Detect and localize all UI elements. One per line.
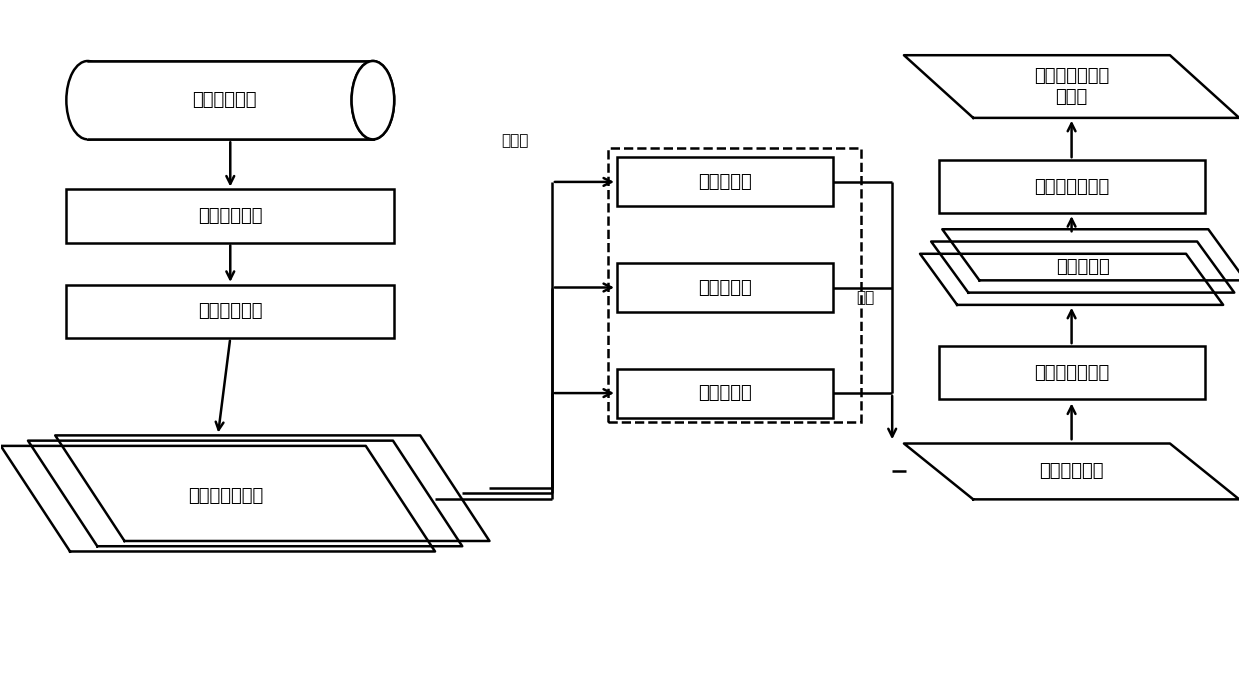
Polygon shape xyxy=(904,55,1239,118)
Text: 自适应统计聚类: 自适应统计聚类 xyxy=(1034,364,1110,382)
Text: 采样点聚类: 采样点聚类 xyxy=(1055,258,1110,276)
Text: 交叉口中心位置
和半径: 交叉口中心位置 和半径 xyxy=(1034,67,1110,106)
Bar xyxy=(87,62,373,139)
Bar xyxy=(88,61,373,140)
Text: 合并: 合并 xyxy=(856,290,874,305)
Polygon shape xyxy=(920,254,1223,305)
Polygon shape xyxy=(56,436,490,541)
Text: 轨迹数据化简: 轨迹数据化简 xyxy=(198,302,263,320)
Polygon shape xyxy=(931,241,1234,293)
Text: 最小外接圆拟合: 最小外接圆拟合 xyxy=(1034,178,1110,196)
Bar xyxy=(618,263,833,312)
Text: 转向采样点集: 转向采样点集 xyxy=(1039,462,1104,480)
Polygon shape xyxy=(29,440,463,547)
Ellipse shape xyxy=(352,61,394,140)
Bar xyxy=(618,157,833,207)
Text: 坐标投影变换: 坐标投影变换 xyxy=(198,207,263,225)
Text: 原始轨迹数据: 原始轨迹数据 xyxy=(192,91,257,109)
Bar xyxy=(608,148,862,423)
Text: 化简后轨迹数据: 化简后轨迹数据 xyxy=(188,487,264,505)
Ellipse shape xyxy=(352,61,394,140)
Polygon shape xyxy=(1,446,435,551)
Text: 并行化: 并行化 xyxy=(501,133,528,148)
Bar xyxy=(67,285,394,338)
Bar xyxy=(67,189,394,243)
Bar xyxy=(939,346,1204,399)
Text: 转向点检测: 转向点检测 xyxy=(698,173,751,191)
Bar xyxy=(939,160,1204,213)
Polygon shape xyxy=(904,443,1239,499)
Text: 转向点检测: 转向点检测 xyxy=(698,384,751,402)
Ellipse shape xyxy=(67,61,109,140)
Polygon shape xyxy=(942,229,1240,280)
Bar xyxy=(618,369,833,418)
Text: 转向点检测: 转向点检测 xyxy=(698,278,751,296)
